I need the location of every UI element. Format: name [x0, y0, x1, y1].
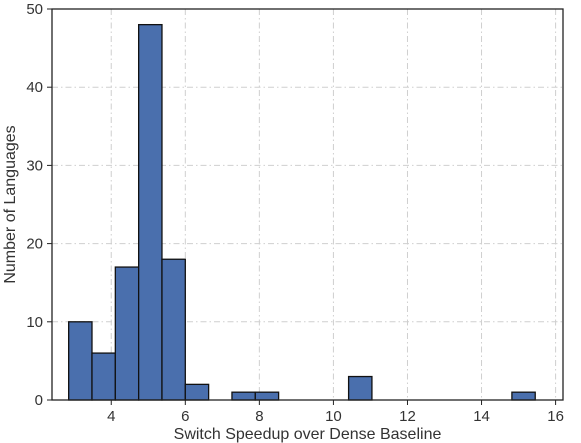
plot-frame — [51, 8, 564, 401]
x-tick-label: 14 — [473, 408, 490, 425]
x-tick-label: 4 — [107, 408, 115, 425]
y-tick-label: 50 — [26, 1, 43, 18]
histogram-bar — [511, 391, 536, 401]
histogram-bar — [137, 23, 163, 401]
y-axis-label: Number of Languages — [2, 125, 19, 283]
bars-layer — [68, 23, 536, 401]
y-tick-label: 0 — [35, 392, 43, 409]
histogram-bar — [91, 352, 116, 401]
x-tick-label: 16 — [547, 408, 564, 425]
histogram-bar — [231, 391, 256, 401]
x-tick-label: 10 — [325, 408, 342, 425]
histogram-bar — [161, 258, 186, 401]
histogram-bar — [184, 383, 210, 401]
histogram-bar — [347, 375, 373, 401]
x-axis-label: Switch Speedup over Dense Baseline — [174, 426, 442, 443]
y-tick-label: 20 — [26, 236, 43, 253]
histogram-bar — [114, 266, 140, 401]
ticks-layer: 4 6 8 10 12 14 16 0 10 20 30 40 50 — [26, 1, 564, 425]
x-tick-label: 6 — [181, 408, 189, 425]
x-tick-label: 12 — [399, 408, 416, 425]
y-tick-label: 10 — [26, 314, 43, 331]
y-tick-label: 30 — [26, 157, 43, 174]
y-tick-label: 40 — [26, 79, 43, 96]
x-tick-label: 8 — [255, 408, 263, 425]
histogram-bar — [254, 391, 280, 401]
histogram-bar — [68, 321, 93, 401]
